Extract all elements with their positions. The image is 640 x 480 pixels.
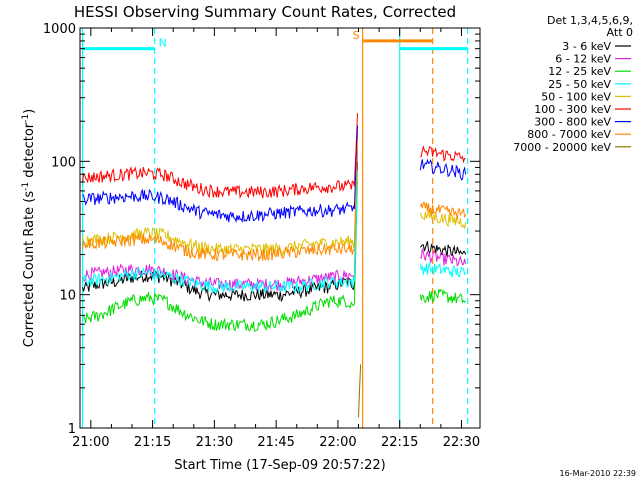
series-line-1 bbox=[82, 149, 467, 293]
series-line-3 bbox=[82, 170, 466, 294]
legend-label: 3 - 6 keV bbox=[562, 40, 611, 53]
x-tick-label: 22:00 bbox=[319, 435, 356, 450]
series-line-6 bbox=[82, 125, 467, 224]
interval-label-n: N bbox=[159, 37, 167, 50]
x-axis: 21:00 21:15 21:30 21:45 22:00 22:15 22:30 bbox=[72, 28, 480, 450]
legend-label: 50 - 100 keV bbox=[541, 90, 611, 103]
series-line-7 bbox=[82, 141, 467, 262]
x-tick-label: 22:15 bbox=[381, 435, 418, 450]
y-axis: 1 10 100 1000 bbox=[43, 22, 480, 437]
legend-label: 100 - 300 keV bbox=[534, 103, 611, 116]
series-line-8 bbox=[358, 364, 362, 418]
legend-label: 6 - 12 keV bbox=[555, 53, 611, 66]
plot-area: NS bbox=[81, 28, 469, 428]
y-tick-label: 100 bbox=[51, 155, 76, 170]
x-tick-label: 22:30 bbox=[443, 435, 480, 450]
x-tick-label: 21:15 bbox=[134, 435, 171, 450]
x-axis-label: Start Time (17-Sep-09 20:57:22) bbox=[174, 458, 385, 473]
footer-timestamp: 16-Mar-2010 22:39 bbox=[560, 469, 637, 478]
interval-label-s: S bbox=[353, 29, 360, 42]
legend-label: 300 - 800 keV bbox=[534, 116, 611, 129]
chart-title: HESSI Observing Summary Count Rates, Cor… bbox=[74, 3, 456, 21]
legend-label: 12 - 25 keV bbox=[548, 65, 611, 78]
x-tick-label: 21:45 bbox=[257, 435, 294, 450]
x-tick-label: 21:00 bbox=[72, 435, 109, 450]
legend-label: 7000 - 20000 keV bbox=[513, 141, 611, 154]
legend-label: 800 - 7000 keV bbox=[527, 128, 611, 141]
plot-frame bbox=[79, 27, 481, 429]
y-tick-label: 1 bbox=[68, 422, 76, 437]
y-tick-label: 10 bbox=[59, 289, 76, 304]
y-tick-label: 1000 bbox=[43, 22, 76, 37]
y-axis-label: Corrected Count Rate (s-1 detector-1) bbox=[21, 109, 37, 347]
series-line-2 bbox=[82, 179, 466, 332]
legend-header-line-2: Att 0 bbox=[607, 26, 633, 39]
legend-label: 25 - 50 keV bbox=[548, 78, 611, 91]
series-line-5 bbox=[82, 113, 466, 200]
legend-header-line-1: Det 1,3,4,5,6,9, bbox=[547, 14, 633, 27]
x-tick-label: 21:30 bbox=[196, 435, 233, 450]
